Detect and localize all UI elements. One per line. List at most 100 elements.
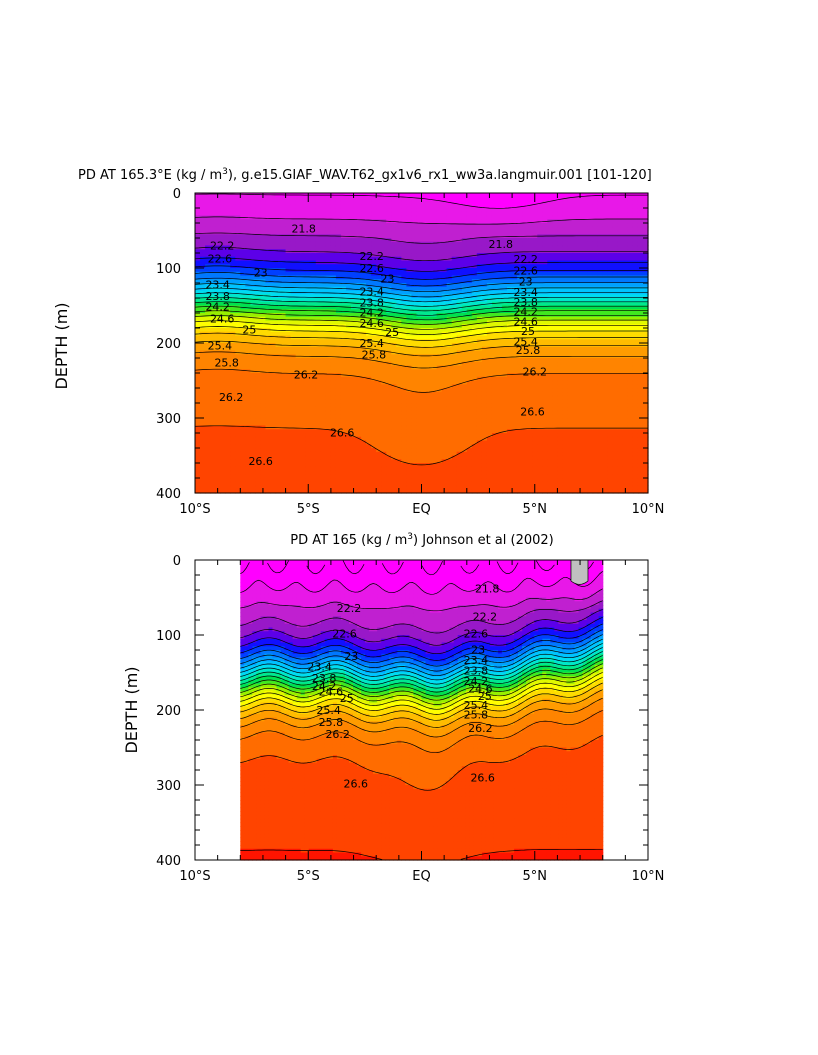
contour-label: 22.2: [473, 610, 498, 623]
contour-line: [194, 425, 648, 466]
contour-line: [240, 643, 603, 681]
contour-label: 25.8: [464, 709, 489, 722]
contour-line: [240, 667, 603, 705]
contour-label: 23.4: [464, 654, 489, 667]
y-tick-label: 200: [156, 337, 181, 352]
contour-line: [194, 320, 648, 335]
y-tick-label: 0: [173, 187, 181, 202]
contour-label: 23.4: [359, 285, 384, 298]
contour-line: [194, 301, 648, 316]
contour-label: 24.2: [464, 675, 489, 688]
contour-line: [240, 663, 603, 701]
contour-line: [240, 571, 603, 595]
contour-line: [240, 672, 603, 710]
contour-label: 26.6: [330, 426, 355, 439]
contour-line: [240, 623, 603, 661]
contour-label: 23: [344, 650, 358, 663]
contour-label: 25.4: [208, 339, 233, 352]
contour-line: [194, 246, 648, 262]
contour-line: [240, 609, 603, 646]
contour-label: 25: [521, 325, 535, 338]
y-tick-label: 300: [156, 412, 181, 427]
contour-label: 24.6: [468, 682, 493, 695]
contour-fill: [195, 193, 649, 494]
contour-label: 25: [242, 324, 256, 337]
contour-line: [240, 634, 603, 672]
contour-label: 23: [381, 273, 395, 286]
contour-label: 24.6: [513, 315, 538, 328]
contour-label: 26.2: [294, 369, 319, 382]
contour-label: 23.8: [312, 672, 337, 685]
contour-line: [240, 677, 603, 715]
x-tick-label: 5°S: [297, 869, 320, 884]
y-tick-label: 0: [173, 554, 181, 569]
contour-line: [240, 659, 603, 697]
contour-label: 23.8: [359, 297, 384, 310]
contour-label: 23.8: [205, 290, 230, 303]
contour-label: 21.8: [291, 222, 316, 235]
contour-label: 24.6: [359, 317, 384, 330]
contour-label: 25: [478, 690, 492, 703]
contour-line: [240, 655, 603, 693]
x-tick-label: EQ: [412, 869, 430, 884]
contour-line: [194, 232, 648, 244]
contour-labels: 21.821.822.222.2 22.222.622.6 22.623 23 2323…: [205, 222, 547, 467]
contour-label: 25.8: [319, 716, 344, 729]
contour-line: [194, 310, 648, 325]
contour-lines: [194, 193, 648, 466]
contour-line: [240, 651, 603, 689]
contour-label: 24.6: [210, 312, 235, 325]
contour-line: [240, 629, 603, 667]
contour-label: 26.2: [325, 728, 350, 741]
contour-label: 25.4: [359, 337, 384, 350]
x-tick-label: 5°S: [297, 502, 320, 517]
y-axis-label: DEPTH (m): [52, 302, 71, 389]
contour-label: 25.4: [513, 336, 538, 349]
contour-line: [240, 710, 603, 754]
contour-label: 25.8: [362, 348, 387, 361]
contour-label: 21.8: [489, 238, 514, 251]
contour-line: [240, 689, 603, 728]
contour-label: 23.4: [307, 661, 332, 674]
contour-line: [194, 265, 648, 280]
contour-label: 22.6: [513, 264, 538, 277]
contour-line: [194, 340, 648, 357]
missing-data-patch: [570, 559, 589, 585]
contour-label: 22.2: [359, 250, 384, 263]
contour-line: [240, 647, 603, 685]
contour-line: [240, 848, 603, 860]
chart-title: PD AT 165 (kg / m3) Johnson et al (2002): [290, 532, 554, 548]
contour-line: [240, 560, 594, 576]
x-tick-label: 10°S: [179, 502, 210, 517]
contour-label: 25: [385, 326, 399, 339]
contour-label: 22.2: [210, 240, 235, 253]
contour-label: 24.6: [319, 685, 344, 698]
axes: 10°S 5°S EQ 5°N 10°N 0 100 200 300 400: [156, 554, 664, 884]
contour-label: 25.8: [214, 357, 239, 370]
x-tick-label: 10°N: [632, 869, 665, 884]
x-tick-label: 10°N: [632, 502, 665, 517]
contour-label: 22.6: [332, 628, 357, 641]
contour-line: [194, 283, 648, 298]
contour-label: 25.4: [464, 699, 489, 712]
contour-label: 23: [471, 643, 485, 656]
contour-line: [194, 257, 648, 272]
contour-label: 23.8: [513, 296, 538, 309]
contour-label: 26.2: [468, 722, 493, 735]
contour-line: [194, 272, 648, 287]
contour-line: [194, 351, 648, 369]
contour-label: 25.8: [516, 344, 541, 357]
contour-line: [240, 682, 603, 721]
contour-line: [194, 292, 648, 307]
contour-label: 26.6: [520, 405, 545, 418]
contour-label: 26.6: [248, 455, 273, 468]
contour-label: 24.2: [359, 306, 384, 319]
contour-line: [240, 734, 603, 791]
contour-lines: [240, 560, 603, 860]
x-tick-label: 5°N: [523, 869, 548, 884]
contour-label: 24.2: [312, 680, 337, 693]
contour-label: 26.6: [344, 778, 369, 791]
contour-label: 24.2: [513, 306, 538, 319]
y-axis-label: DEPTH (m): [122, 666, 141, 753]
